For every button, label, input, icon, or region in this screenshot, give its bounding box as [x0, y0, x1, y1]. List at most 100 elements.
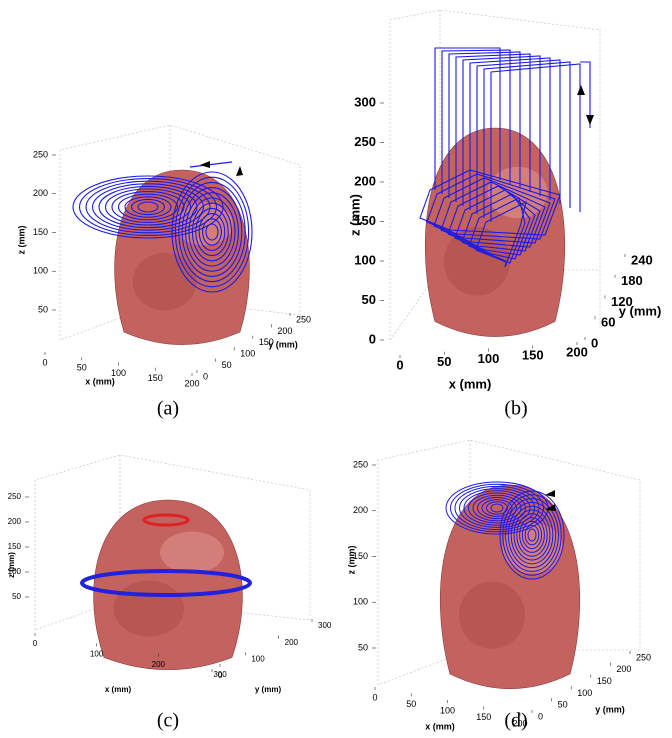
x-tick-label: 100 [90, 649, 104, 658]
y-tick-label: 250 [636, 652, 651, 662]
y-tick-label: 150 [259, 337, 274, 347]
panel-caption: (b) [504, 398, 527, 420]
trajectory [198, 213, 226, 251]
x-tick-label: 200 [184, 378, 199, 388]
trajectory [490, 503, 504, 513]
trajectory [516, 513, 548, 557]
x-tick-label: 0 [33, 639, 38, 648]
z-tick-label: 150 [33, 227, 48, 237]
trajectory [185, 192, 239, 272]
trajectory [91, 183, 205, 231]
y-tick-label: 200 [277, 326, 292, 336]
x-tick-label: 300 [213, 670, 227, 679]
head-shade [132, 252, 197, 311]
y-tick-label: 250 [296, 314, 311, 324]
trajectory [519, 517, 545, 553]
z-tick-label: 200 [8, 517, 22, 526]
z-tick-label: 50 [38, 304, 48, 314]
x-tick-label: 0 [42, 357, 47, 367]
z-tick-label: 250 [8, 492, 22, 501]
y-tick-label: 50 [558, 700, 568, 710]
x-axis-label: x (mm) [425, 721, 455, 731]
trajectory [580, 61, 591, 128]
x-tick-label: 50 [437, 354, 451, 369]
y-axis-label: y (mm) [595, 704, 625, 714]
trajectory [117, 193, 179, 221]
trajectory [188, 197, 236, 267]
x-tick-label: 200 [512, 718, 527, 728]
x-axis-label: x (mm) [449, 376, 492, 391]
trajectory [475, 63, 581, 268]
head-shade [444, 226, 510, 296]
trajectory [527, 528, 537, 542]
z-tick-label: 50 [358, 642, 368, 652]
z-tick-label: 200 [353, 505, 368, 515]
trajectory [502, 494, 562, 576]
y-tick-label: 0 [218, 671, 223, 680]
x-tick-label: 50 [406, 699, 416, 709]
head-shade [487, 166, 548, 219]
arrow [577, 85, 594, 125]
y-tick-label: 0 [538, 711, 543, 721]
trajectory [507, 501, 557, 569]
trajectory [505, 498, 559, 572]
head-shade [160, 531, 224, 574]
panel-caption: (c) [157, 710, 179, 732]
head-shade [113, 580, 184, 637]
trajectory [142, 513, 190, 527]
x-tick-label: 100 [111, 368, 126, 378]
trajectory [521, 520, 543, 550]
trajectory [195, 207, 229, 257]
y-tick-label: 240 [631, 252, 653, 267]
y-tick-label: 60 [601, 315, 615, 330]
z-tick-label: 100 [8, 567, 22, 576]
trajectory [499, 490, 565, 580]
y-tick-label: 180 [621, 273, 643, 288]
trajectory [72, 175, 224, 239]
y-tick-label: 300 [318, 621, 332, 630]
head-shade [459, 581, 525, 649]
trajectory [124, 196, 172, 218]
trajectory [463, 490, 531, 526]
x-tick-label: 0 [372, 692, 377, 702]
trajectory [472, 494, 522, 522]
trajectory [524, 524, 540, 546]
trajectory [510, 505, 554, 565]
trajectory [137, 201, 159, 213]
z-axis-label: z (mm) [346, 545, 356, 574]
grid-box [389, 9, 601, 340]
z-tick-label: 250 [33, 149, 48, 159]
trajectory [450, 483, 544, 533]
y-tick-label: 0 [203, 371, 208, 381]
trajectory [80, 569, 252, 597]
y-tick-label: 100 [577, 688, 592, 698]
z-tick-label: 150 [8, 542, 22, 551]
z-tick-label: 200 [354, 173, 376, 188]
arrow [545, 490, 556, 511]
y-tick-label: 150 [597, 676, 612, 686]
z-axis-label: z (mm) [16, 225, 26, 254]
y-tick-label: 200 [616, 664, 631, 674]
trajectory [445, 481, 549, 535]
z-axis-label: z (mm) [7, 552, 16, 578]
grid-box [59, 124, 301, 340]
z-tick-label: 50 [12, 592, 21, 601]
z-tick-label: 100 [353, 597, 368, 607]
y-axis-label: y (mm) [268, 339, 298, 349]
z-tick-label: 300 [354, 94, 376, 109]
x-tick-label: 200 [566, 344, 588, 359]
grid-box [59, 125, 171, 341]
trajectory [459, 488, 535, 528]
grid-box [34, 454, 311, 630]
panel-caption: (a) [157, 398, 179, 420]
trajectory [461, 59, 561, 260]
x-tick-label: 100 [478, 351, 500, 366]
y-tick-label: 50 [222, 360, 232, 370]
y-tick-label: 100 [251, 654, 265, 663]
trajectory [85, 180, 211, 234]
z-tick-label: 200 [33, 188, 48, 198]
x-tick-label: 150 [476, 712, 491, 722]
x-tick-label: 200 [152, 660, 166, 669]
x-tick-label: 50 [77, 363, 87, 373]
